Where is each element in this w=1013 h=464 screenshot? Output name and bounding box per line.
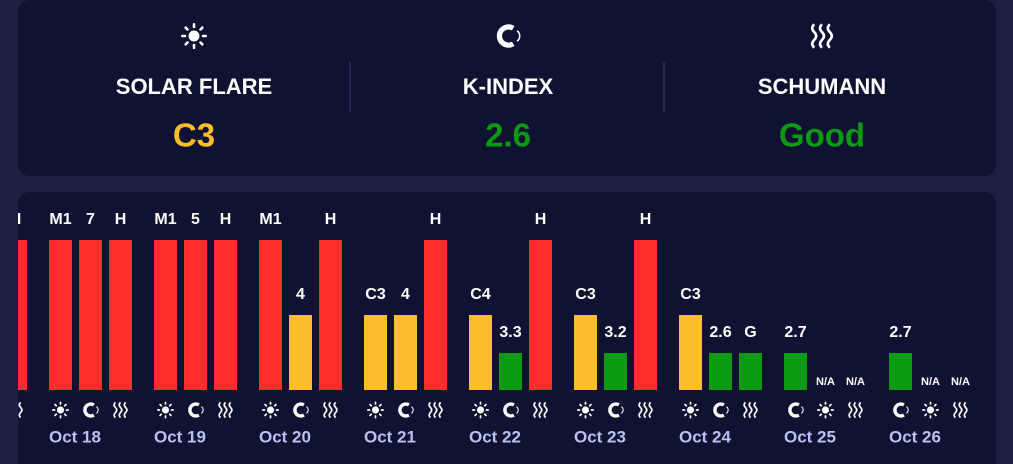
bar	[679, 315, 702, 390]
bar-label: 4	[296, 286, 305, 303]
bar	[499, 353, 522, 390]
date-label: Oct 24	[679, 427, 732, 446]
icon	[816, 401, 835, 419]
icon	[262, 401, 279, 419]
bar-label: 7	[86, 211, 95, 228]
bar	[889, 353, 912, 390]
bar-label: M1	[49, 211, 71, 228]
date-label: Oct 18	[49, 427, 101, 446]
bar	[79, 240, 102, 390]
bar	[634, 240, 657, 390]
bar	[214, 240, 237, 390]
bar-label: H	[115, 211, 127, 228]
status-value: 2.6	[485, 117, 531, 154]
icon	[51, 401, 70, 419]
bar	[289, 315, 312, 390]
bar-label: 3.2	[604, 324, 626, 341]
bar	[319, 240, 342, 390]
bar	[394, 315, 417, 390]
bar-label: C4	[470, 286, 491, 303]
bar	[364, 315, 387, 390]
date-label: Oct 26	[889, 427, 941, 446]
date-label: Oct 19	[154, 427, 206, 446]
bar	[784, 353, 807, 390]
bar-label: H	[220, 211, 232, 228]
bar-label: N/A	[951, 376, 970, 388]
bar-label: M1	[154, 211, 176, 228]
bar-label: N/A	[921, 376, 940, 388]
icon	[472, 401, 489, 419]
icon	[576, 401, 595, 419]
bar	[469, 315, 492, 390]
bar-label: H	[10, 211, 22, 228]
bar-label: 2.7	[889, 324, 911, 341]
bar	[49, 240, 72, 390]
status-value: C3	[173, 117, 215, 154]
date-label: Oct 25	[784, 427, 836, 446]
date-label: Oct 22	[469, 427, 521, 446]
status-title: SCHUMANN	[758, 74, 886, 99]
bar-label: H	[430, 211, 442, 228]
bar	[604, 353, 627, 390]
status-title: K-INDEX	[463, 74, 554, 99]
bar-label: C3	[365, 286, 386, 303]
bar	[574, 315, 597, 390]
date-label: Oct 23	[574, 427, 626, 446]
icon	[367, 401, 384, 419]
bar-label: G	[744, 324, 756, 341]
bar	[529, 240, 552, 390]
bar-label: 4	[401, 286, 410, 303]
status-panel	[18, 0, 996, 176]
status-value: Good	[779, 117, 865, 154]
bar-label: H	[325, 211, 337, 228]
bar-label: 2.7	[784, 324, 806, 341]
bar	[259, 240, 282, 390]
bar	[154, 240, 177, 390]
date-label: Oct 20	[259, 427, 311, 446]
bar-label: C3	[680, 286, 701, 303]
date-label: Oct 21	[364, 427, 416, 446]
icon	[181, 22, 207, 50]
bar-label: N/A	[846, 376, 865, 388]
bar-label: N/A	[816, 376, 835, 388]
bar-label: C3	[575, 286, 596, 303]
icon	[921, 401, 940, 419]
icon	[681, 401, 700, 419]
bar-label: 3.3	[499, 324, 521, 341]
bar	[18, 240, 27, 390]
bar	[424, 240, 447, 390]
bar-label: M1	[259, 211, 281, 228]
bar	[109, 240, 132, 390]
bar-label: H	[535, 211, 547, 228]
bar-label: H	[640, 211, 652, 228]
bar-label: 2.6	[709, 324, 731, 341]
status-title: SOLAR FLARE	[116, 74, 272, 99]
bar	[184, 240, 207, 390]
icon	[157, 401, 174, 419]
history: H M1 7 H Oct 18 M1 5 H Oct 19 M1 4 H Oct 20 C3 4 H Oct 2…	[10, 211, 970, 446]
bar	[709, 353, 732, 390]
bar	[739, 353, 762, 390]
bar-label: 5	[191, 211, 200, 228]
